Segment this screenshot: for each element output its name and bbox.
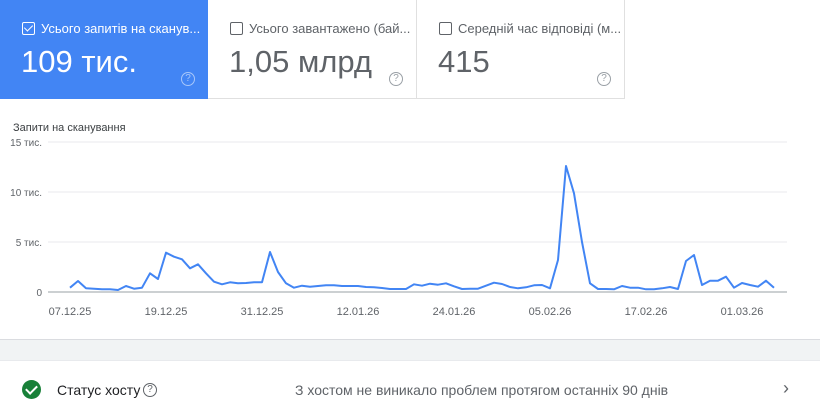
x-tick-label: 12.01.26 bbox=[337, 306, 380, 318]
metric-card-total-requests[interactable]: Усього запитів на сканув... 109 тис. ? bbox=[0, 0, 208, 99]
chevron-right-icon[interactable]: › bbox=[783, 378, 789, 398]
metric-value: 415 bbox=[438, 44, 490, 79]
metric-label: Усього завантажено (бай... bbox=[230, 21, 410, 36]
help-icon[interactable]: ? bbox=[143, 383, 157, 397]
host-status-message: З хостом не виникало проблем протягом ос… bbox=[295, 382, 669, 398]
crawl-stats-panel: Усього запитів на сканув... 109 тис. ? У… bbox=[0, 0, 820, 340]
metric-label: Середній час відповіді (м... bbox=[439, 21, 621, 36]
x-tick-label: 24.01.26 bbox=[433, 306, 476, 318]
x-tick-label: 05.02.26 bbox=[529, 306, 572, 318]
series-line bbox=[69, 165, 775, 291]
y-tick-label: 0 bbox=[36, 288, 42, 299]
x-tick-label: 07.12.25 bbox=[49, 306, 92, 318]
x-tick-label: 17.02.26 bbox=[625, 306, 668, 318]
metric-value: 109 тис. bbox=[21, 44, 137, 79]
help-icon[interactable]: ? bbox=[389, 72, 403, 86]
y-tick-label: 5 тис. bbox=[16, 238, 42, 249]
metric-card-avg-response[interactable]: Середній час відповіді (м... 415 ? bbox=[417, 0, 625, 99]
metric-value: 1,05 млрд bbox=[229, 44, 372, 79]
help-icon[interactable]: ? bbox=[597, 72, 611, 86]
metric-label: Усього запитів на сканув... bbox=[22, 21, 200, 36]
y-tick-label: 10 тис. bbox=[10, 188, 42, 199]
x-tick-label: 31.12.25 bbox=[241, 306, 284, 318]
chart-title: Запити на сканування bbox=[13, 122, 126, 134]
metric-label-text: Усього завантажено (бай... bbox=[249, 21, 411, 36]
x-tick-label: 01.03.26 bbox=[721, 306, 764, 318]
check-circle-icon bbox=[22, 380, 41, 399]
checkbox-checked-icon[interactable] bbox=[22, 22, 35, 35]
checkbox-icon[interactable] bbox=[439, 22, 452, 35]
metric-label-text: Усього запитів на сканув... bbox=[41, 21, 201, 36]
host-status-label: Статус хосту bbox=[57, 382, 141, 398]
host-status-row[interactable]: Статус хосту ? З хостом не виникало проб… bbox=[0, 360, 820, 419]
help-icon[interactable]: ? bbox=[181, 72, 195, 86]
metric-card-total-download[interactable]: Усього завантажено (бай... 1,05 млрд ? bbox=[208, 0, 417, 99]
x-tick-label: 19.12.25 bbox=[145, 306, 188, 318]
checkbox-icon[interactable] bbox=[230, 22, 243, 35]
y-tick-label: 15 тис. bbox=[10, 138, 42, 149]
crawl-requests-chart: 0 5 тис. 10 тис. 15 тис. 07.12.25 19.12.25 31.… bbox=[10, 138, 787, 318]
metric-label-text: Середній час відповіді (м... bbox=[458, 21, 622, 36]
